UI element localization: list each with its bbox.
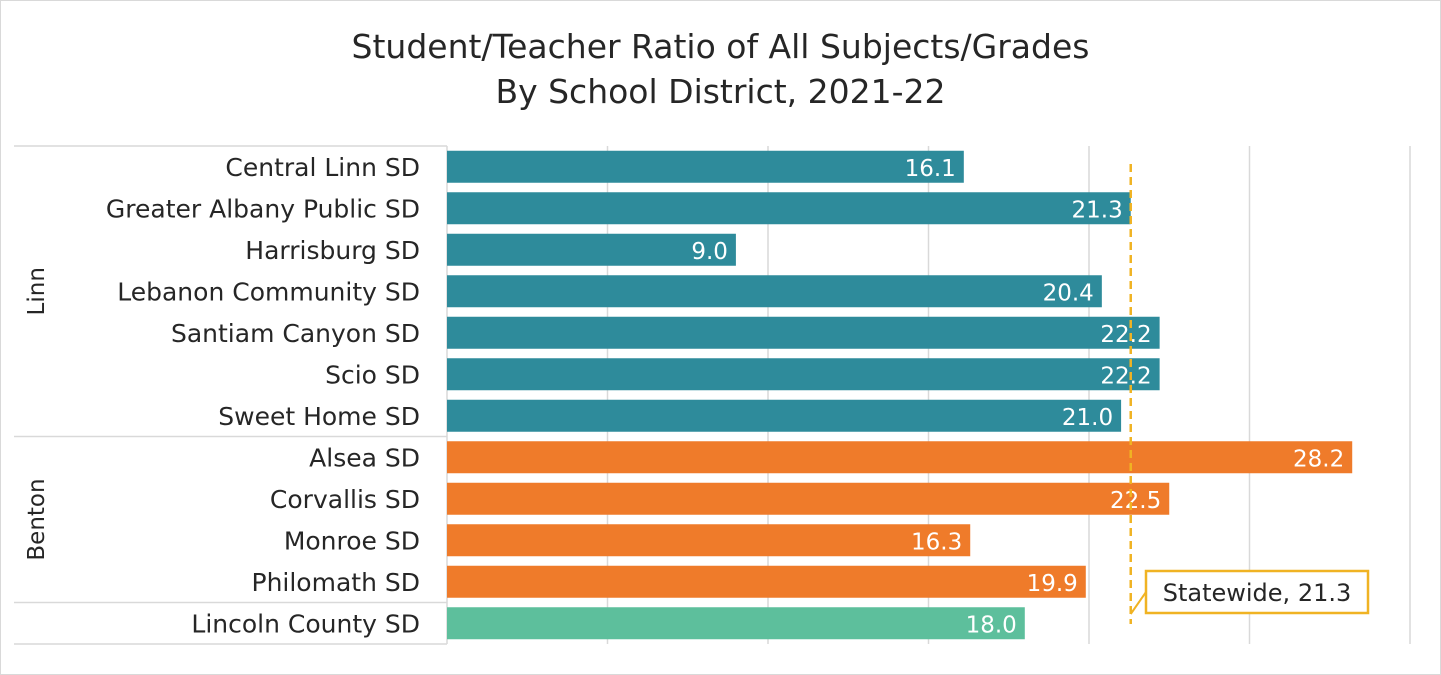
bar-lincoln-county-sd (447, 607, 1025, 640)
statewide-callout-label: Statewide, 21.3 (1163, 579, 1352, 607)
category-label: Central Linn SD (225, 153, 420, 182)
bar-monroe-sd (447, 524, 971, 557)
category-label: Alsea SD (309, 443, 420, 472)
category-label: Greater Albany Public SD (106, 194, 420, 223)
data-label: 21.3 (1072, 197, 1123, 223)
category-label: Sweet Home SD (218, 402, 420, 431)
data-label: 16.3 (911, 529, 962, 555)
bar-sweet-home-sd (447, 399, 1122, 432)
category-label: Lincoln County SD (191, 609, 420, 638)
bar-scio-sd (447, 358, 1160, 391)
group-label-benton: Benton (24, 478, 50, 560)
statewide-callout-leader (1129, 591, 1147, 615)
category-label: Philomath SD (252, 568, 421, 597)
data-label: 22.5 (1110, 488, 1161, 514)
chart-title-line-1: Student/Teacher Ratio of All Subjects/Gr… (351, 27, 1090, 66)
bar-harrisburg-sd (447, 233, 736, 266)
category-label: Santiam Canyon SD (171, 319, 420, 348)
statewide-callout-box (1144, 569, 1370, 615)
bar-philomath-sd (447, 565, 1086, 598)
category-label: Monroe SD (284, 526, 420, 555)
data-label: 22.2 (1100, 322, 1151, 348)
data-label: 16.1 (905, 156, 956, 182)
data-label: 18.0 (966, 612, 1017, 638)
bar-lebanon-community-sd (447, 275, 1102, 308)
group-label-linn: Linn (24, 267, 50, 315)
data-label: 20.4 (1043, 280, 1094, 306)
bar-greater-albany-public-sd (447, 192, 1131, 225)
data-label: 22.2 (1100, 363, 1151, 389)
data-label: 19.9 (1027, 571, 1078, 597)
bar-corvallis-sd (447, 482, 1170, 515)
data-label: 21.0 (1062, 405, 1113, 431)
data-label: 28.2 (1293, 446, 1344, 472)
bar-alsea-sd (447, 441, 1353, 474)
category-label: Harrisburg SD (245, 236, 420, 265)
bar-central-linn-sd (447, 150, 964, 183)
chart-title-line-2: By School District, 2021-22 (495, 72, 946, 111)
category-label: Lebanon Community SD (117, 277, 420, 306)
category-label: Scio SD (325, 360, 420, 389)
bar-santiam-canyon-sd (447, 316, 1160, 349)
data-label: 9.0 (691, 239, 728, 265)
category-label: Corvallis SD (270, 485, 420, 514)
chart-title: Student/Teacher Ratio of All Subjects/Gr… (0, 24, 1441, 114)
